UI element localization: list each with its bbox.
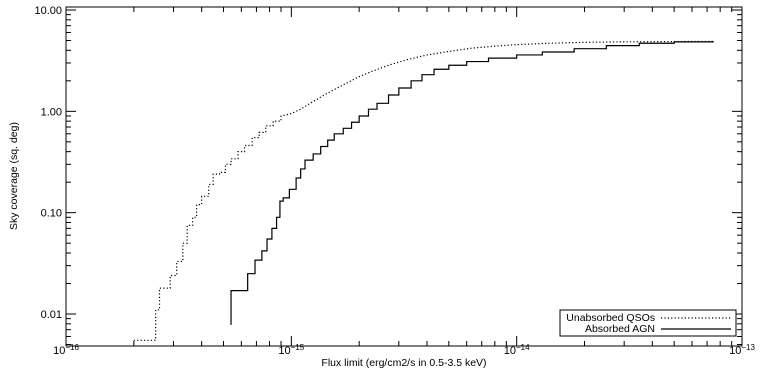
axis-ticks: 10−16 10−15 10−14 10−13 0.01 0.10 1.00 10.00 [34, 5, 755, 357]
y-tick-label: 1.00 [41, 106, 62, 118]
y-axis-title: Sky coverage (sq. deg) [8, 122, 20, 230]
y-tick-label: 0.10 [41, 208, 62, 220]
x-tick-label: 10−13 [729, 343, 755, 358]
y-tick-label: 0.01 [41, 309, 62, 321]
legend-label-unabsorbed: Unabsorbed QSOs [566, 312, 655, 324]
x-axis-title: Flux limit (erg/cm2/s in 0.5-3.5 keV) [321, 357, 486, 369]
series-absorbed-agn [230, 41, 714, 325]
y-tick-label: 10.00 [34, 5, 62, 17]
series-layer [133, 40, 714, 341]
plot-frame [65, 6, 743, 347]
x-tick-label: 10−16 [53, 343, 79, 358]
legend-box [559, 309, 737, 337]
x-tick-label: 10−14 [504, 343, 530, 358]
legend-label-absorbed: Absorbed AGN [585, 323, 655, 335]
x-tick-label: 10−15 [278, 343, 304, 358]
series-unabsorbed-qsos [133, 40, 714, 341]
legend: Unabsorbed QSOs Absorbed AGN [559, 309, 737, 337]
